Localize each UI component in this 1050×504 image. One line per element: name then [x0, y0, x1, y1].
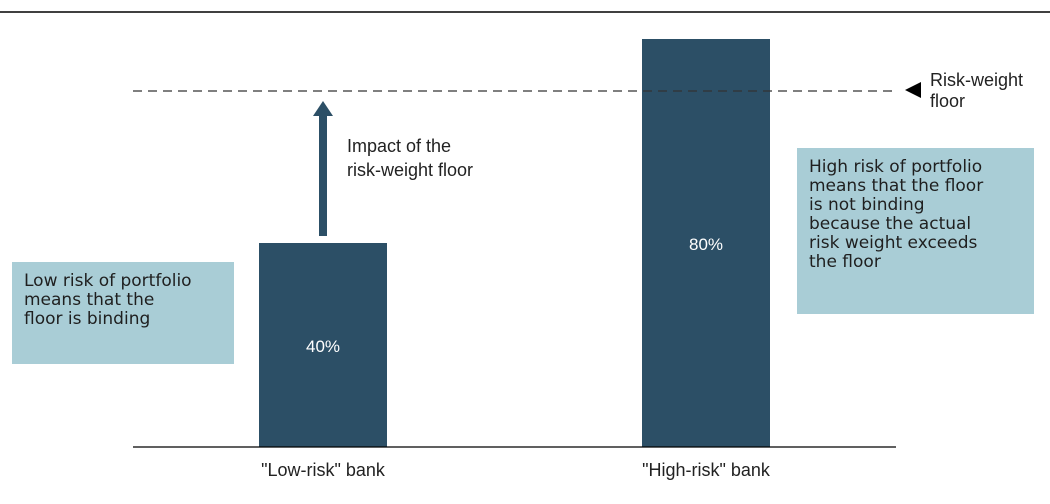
floor-label: Risk-weight floor: [930, 70, 1023, 111]
floor-pointer-icon: [905, 82, 921, 98]
floor-impact-arrow-icon: [313, 101, 333, 236]
high-risk-note-text: High risk of portfolio means that the fl…: [809, 158, 1022, 272]
low-risk-note: Low risk of portfolio means that the flo…: [12, 262, 234, 364]
arrow-label: Impact of the risk-weight floor: [347, 136, 473, 180]
high-risk-note: High risk of portfolio means that the fl…: [797, 148, 1034, 314]
x-tick-label-low-risk: "Low-risk" bank: [261, 460, 386, 480]
low-risk-note-text: Low risk of portfolio means that the flo…: [24, 272, 222, 329]
bar-value-label-low-risk: 40%: [306, 337, 340, 356]
x-tick-label-high-risk: "High-risk" bank: [642, 460, 771, 480]
bar-value-label-high-risk: 80%: [689, 235, 723, 254]
